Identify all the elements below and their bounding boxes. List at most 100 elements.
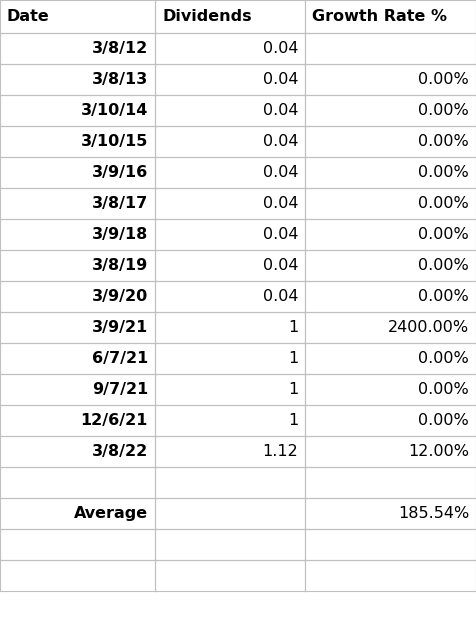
Text: 0.00%: 0.00%	[418, 103, 469, 118]
Bar	[305, 343, 476, 374]
Bar	[0, 560, 155, 591]
Bar	[155, 529, 305, 560]
Bar	[155, 126, 305, 157]
Text: 0.00%: 0.00%	[418, 165, 469, 180]
Bar	[305, 157, 476, 188]
Bar	[305, 405, 476, 436]
Text: 0.04: 0.04	[262, 103, 298, 118]
Text: 3/10/15: 3/10/15	[80, 134, 148, 149]
Text: 3/9/21: 3/9/21	[92, 320, 148, 335]
Bar	[0, 312, 155, 343]
Text: 0.00%: 0.00%	[418, 413, 469, 428]
Bar	[0, 64, 155, 95]
Bar	[305, 126, 476, 157]
Bar	[155, 560, 305, 591]
Bar	[155, 157, 305, 188]
Bar	[155, 436, 305, 467]
Bar	[305, 95, 476, 126]
Text: 0.04: 0.04	[262, 258, 298, 273]
Bar	[0, 126, 155, 157]
Text: Dividends: Dividends	[162, 9, 252, 24]
Bar	[155, 33, 305, 64]
Bar	[305, 281, 476, 312]
Bar	[305, 33, 476, 64]
Bar	[305, 467, 476, 498]
Text: 185.54%: 185.54%	[398, 506, 469, 521]
Bar	[155, 281, 305, 312]
Text: 1: 1	[288, 382, 298, 397]
Bar	[0, 498, 155, 529]
Text: 0.04: 0.04	[262, 227, 298, 242]
Text: 3/8/17: 3/8/17	[92, 196, 148, 211]
Text: 0.04: 0.04	[262, 134, 298, 149]
Bar	[155, 374, 305, 405]
Bar	[0, 374, 155, 405]
Text: 0.04: 0.04	[262, 72, 298, 87]
Bar	[155, 64, 305, 95]
Bar	[155, 312, 305, 343]
Bar	[305, 219, 476, 250]
Text: 0.00%: 0.00%	[418, 351, 469, 366]
Bar	[305, 436, 476, 467]
Bar	[0, 436, 155, 467]
Text: 3/8/19: 3/8/19	[92, 258, 148, 273]
Bar	[305, 188, 476, 219]
Text: Date: Date	[7, 9, 50, 24]
Bar	[0, 281, 155, 312]
Text: 12/6/21: 12/6/21	[80, 413, 148, 428]
Text: 3/9/18: 3/9/18	[92, 227, 148, 242]
Text: 3/9/16: 3/9/16	[92, 165, 148, 180]
Bar	[0, 250, 155, 281]
Bar	[155, 343, 305, 374]
Text: 0.00%: 0.00%	[418, 382, 469, 397]
Text: 1: 1	[288, 413, 298, 428]
Bar	[0, 219, 155, 250]
Text: Average: Average	[74, 506, 148, 521]
Bar	[0, 157, 155, 188]
Bar	[0, 0, 155, 33]
Bar	[305, 64, 476, 95]
Bar	[155, 498, 305, 529]
Bar	[305, 560, 476, 591]
Text: 0.04: 0.04	[262, 289, 298, 304]
Text: 1: 1	[288, 320, 298, 335]
Text: 3/8/22: 3/8/22	[92, 444, 148, 459]
Bar	[305, 0, 476, 33]
Bar	[305, 529, 476, 560]
Text: 3/8/13: 3/8/13	[92, 72, 148, 87]
Bar	[0, 529, 155, 560]
Text: 1.12: 1.12	[262, 444, 298, 459]
Bar	[0, 188, 155, 219]
Text: 3/10/14: 3/10/14	[80, 103, 148, 118]
Text: 0.04: 0.04	[262, 41, 298, 56]
Text: 0.00%: 0.00%	[418, 289, 469, 304]
Bar	[155, 0, 305, 33]
Text: 3/8/12: 3/8/12	[92, 41, 148, 56]
Text: 0.00%: 0.00%	[418, 258, 469, 273]
Bar	[0, 467, 155, 498]
Bar	[155, 219, 305, 250]
Text: 12.00%: 12.00%	[408, 444, 469, 459]
Bar	[305, 498, 476, 529]
Bar	[0, 95, 155, 126]
Text: 0.00%: 0.00%	[418, 134, 469, 149]
Text: 2400.00%: 2400.00%	[388, 320, 469, 335]
Bar	[155, 95, 305, 126]
Bar	[0, 405, 155, 436]
Bar	[0, 33, 155, 64]
Text: 1: 1	[288, 351, 298, 366]
Text: 0.00%: 0.00%	[418, 196, 469, 211]
Bar	[305, 250, 476, 281]
Text: 6/7/21: 6/7/21	[92, 351, 148, 366]
Bar	[305, 312, 476, 343]
Bar	[155, 250, 305, 281]
Text: 9/7/21: 9/7/21	[92, 382, 148, 397]
Text: 0.00%: 0.00%	[418, 227, 469, 242]
Bar	[305, 374, 476, 405]
Bar	[0, 343, 155, 374]
Text: 0.04: 0.04	[262, 165, 298, 180]
Text: 3/9/20: 3/9/20	[92, 289, 148, 304]
Bar	[155, 188, 305, 219]
Text: 0.00%: 0.00%	[418, 72, 469, 87]
Bar	[155, 405, 305, 436]
